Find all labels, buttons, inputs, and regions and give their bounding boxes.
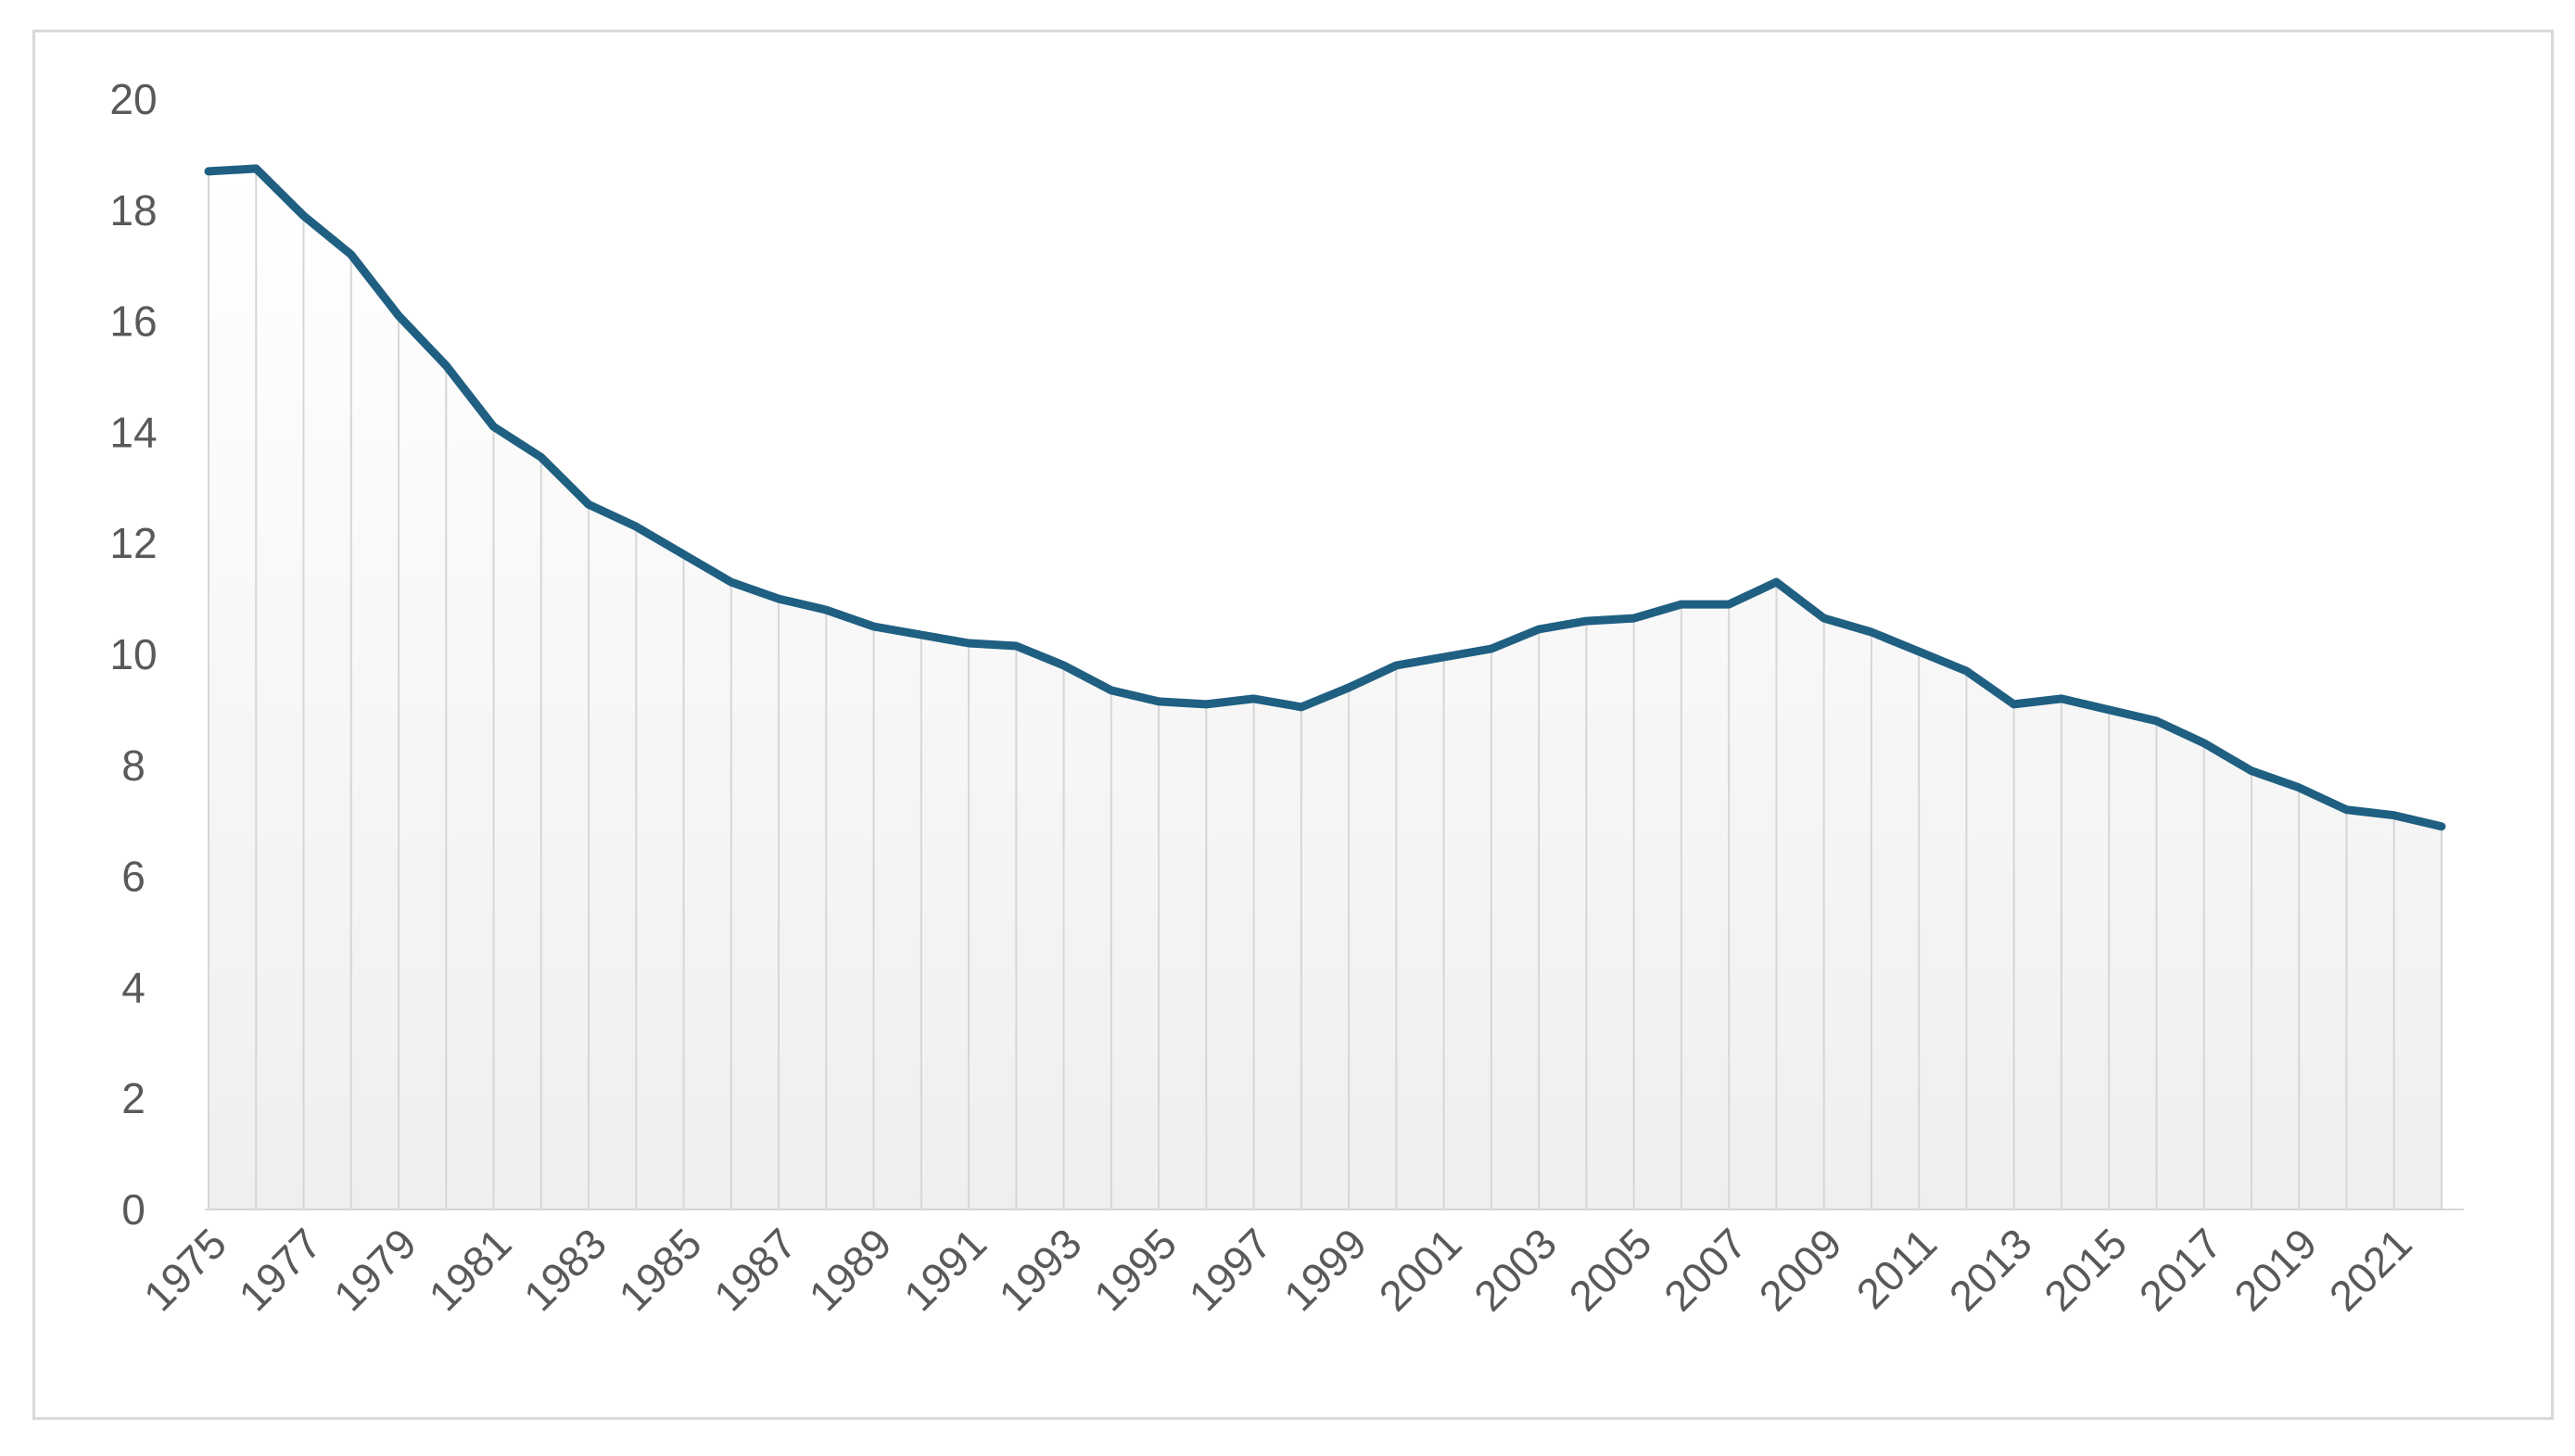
x-tick-label-1995: 1995 (1085, 1219, 1186, 1320)
x-tick-label-2011: 2011 (1847, 1219, 1947, 1318)
x-tick-label-1997: 1997 (1180, 1219, 1281, 1320)
x-tick-label-1975: 1975 (134, 1219, 235, 1320)
x-tick-label-1977: 1977 (229, 1219, 330, 1320)
y-tick-label-0: 0 (121, 1185, 146, 1234)
x-tick-label-2001: 2001 (1370, 1219, 1471, 1320)
y-tick-label-12: 12 (109, 519, 157, 567)
x-tick-label-1981: 1981 (419, 1219, 520, 1320)
y-tick-label-18: 18 (109, 186, 157, 234)
series-line (204, 164, 2446, 831)
x-tick-label-2007: 2007 (1655, 1219, 1756, 1320)
chart-frame: 0 2 4 6 8 10 12 14 16 18 20 1975 1977 1979 1981 1983 19… (32, 30, 2554, 1420)
x-tick-label-2017: 2017 (2130, 1219, 2231, 1320)
x-tick-label-2003: 2003 (1465, 1219, 1566, 1320)
area-fill (209, 168, 2442, 1209)
x-tick-label-2019: 2019 (2225, 1219, 2326, 1320)
y-tick-label-14: 14 (109, 408, 157, 456)
x-tick-label-2005: 2005 (1560, 1219, 1661, 1320)
x-tick-label-1999: 1999 (1275, 1219, 1376, 1320)
x-tick-label-1989: 1989 (800, 1219, 901, 1320)
x-tick-label-1991: 1991 (894, 1219, 996, 1320)
y-tick-label-2: 2 (121, 1074, 146, 1122)
x-tick-label-2013: 2013 (1940, 1219, 2041, 1320)
x-tick-label-1993: 1993 (990, 1219, 1091, 1320)
x-tick-label-2009: 2009 (1750, 1219, 1851, 1320)
y-tick-label-10: 10 (109, 630, 157, 678)
x-tick-label-2015: 2015 (2035, 1219, 2136, 1320)
y-tick-label-8: 8 (121, 741, 146, 790)
x-tick-label-1987: 1987 (704, 1219, 805, 1320)
y-tick-label-16: 16 (109, 298, 157, 346)
y-tick-label-6: 6 (121, 853, 146, 901)
x-tick-label-2021: 2021 (2320, 1219, 2421, 1320)
x-tick-label-1979: 1979 (324, 1219, 425, 1320)
y-tick-label-20: 20 (109, 75, 157, 123)
x-tick-label-1983: 1983 (514, 1219, 615, 1320)
y-tick-label-4: 4 (121, 963, 146, 1011)
x-tick-label-1985: 1985 (609, 1219, 710, 1320)
